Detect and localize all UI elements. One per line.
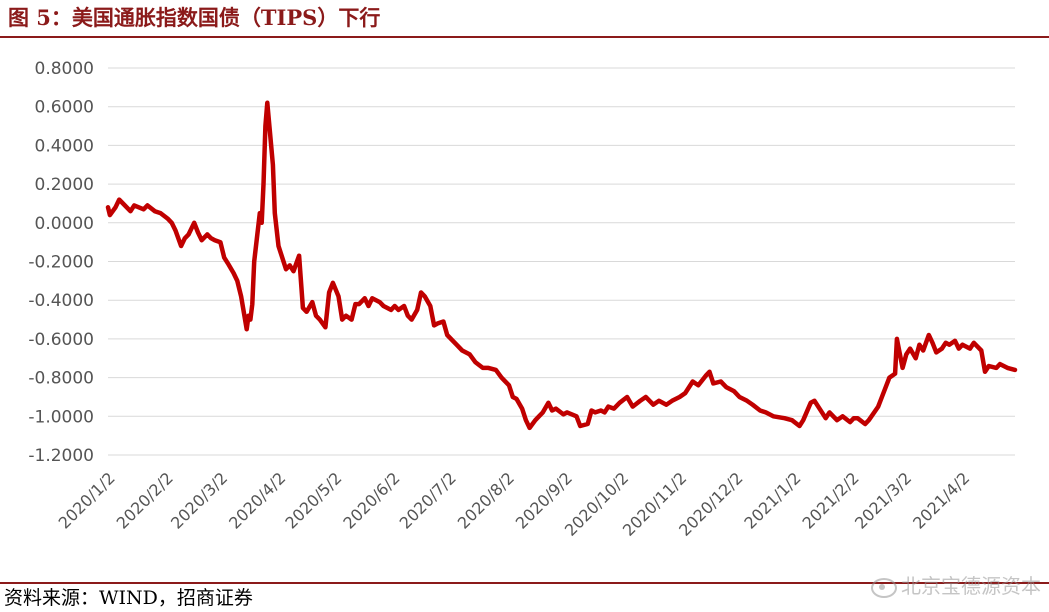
weibo-icon	[871, 577, 897, 598]
x-tick-label: 2020/3/2	[167, 468, 231, 532]
y-tick-label: -1.0000	[28, 407, 94, 427]
y-tick-label: 0.0000	[35, 214, 94, 234]
y-tick-label: 0.2000	[35, 175, 94, 195]
x-tick-label: 2021/3/2	[851, 468, 915, 532]
x-tick-label: 2020/5/2	[281, 468, 345, 532]
figure-title: 图 5：美国通胀指数国债（TIPS）下行	[8, 5, 381, 30]
y-tick-label: 0.4000	[35, 136, 94, 156]
y-tick-label: -1.2000	[28, 446, 94, 466]
y-tick-label: -0.4000	[28, 291, 94, 311]
x-tick-label: 2020/4/2	[225, 468, 289, 532]
x-tick-label: 2020/8/2	[454, 468, 518, 532]
title-divider	[0, 36, 1049, 38]
watermark-text: 北京宝德源资本	[901, 574, 1041, 598]
x-tick-label: 2021/2/2	[799, 468, 863, 532]
x-tick-label: 2020/1/2	[55, 468, 119, 532]
series-line	[105, 100, 1018, 431]
x-tick-label: 2021/4/2	[909, 468, 973, 532]
y-tick-label: 0.8000	[35, 59, 94, 79]
y-tick-label: -0.2000	[28, 253, 94, 273]
tips-line-chart: 0.8000 0.6000 0.4000 0.2000 0.0000 -0.2000 -0.…	[28, 59, 1018, 540]
x-tick-label: 2020/6/2	[339, 468, 403, 532]
x-tick-label: 2021/1/2	[740, 468, 804, 532]
y-tick-label: -0.8000	[28, 369, 94, 389]
y-tick-label: 0.6000	[35, 98, 94, 118]
footer-divider	[0, 582, 1049, 584]
source-note: 资料来源：WIND，招商证券	[4, 587, 253, 609]
y-tick-label: -0.6000	[28, 330, 94, 350]
x-tick-label: 2020/2/2	[113, 468, 177, 532]
watermark: 北京宝德源资本	[871, 572, 1041, 600]
x-tick-label: 2020/7/2	[396, 468, 460, 532]
